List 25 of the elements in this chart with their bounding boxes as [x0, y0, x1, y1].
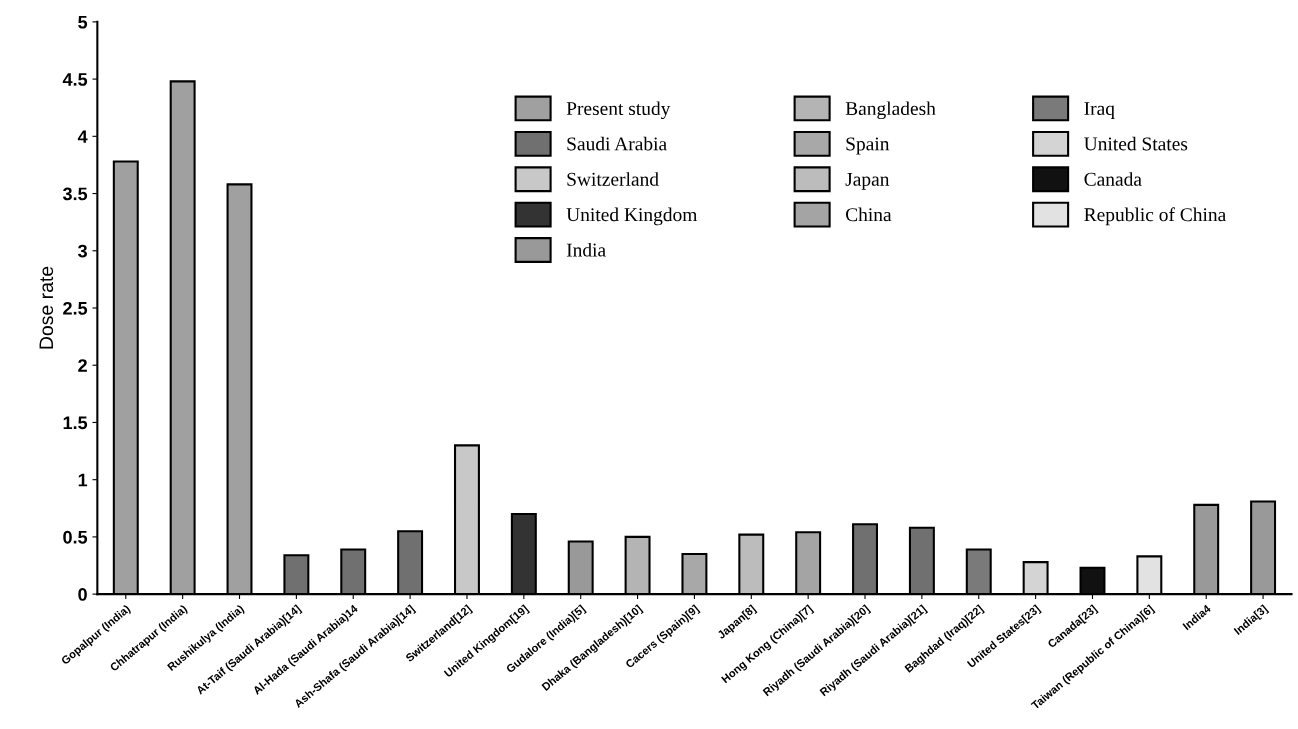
legend-label: Spain: [846, 137, 890, 155]
legend-label: India: [566, 242, 606, 257]
legend-label: Japan: [845, 172, 890, 190]
legend-label: United States: [1084, 136, 1188, 151]
y-tick-label: 2.5: [63, 301, 88, 315]
y-axis-title: Dose rate: [39, 266, 54, 349]
legend-label: Republic of China: [1084, 207, 1226, 226]
legend-label: Bangladesh: [845, 101, 936, 120]
y-tick-label: 3.5: [62, 187, 88, 201]
y-tick-label: 1.5: [63, 416, 88, 430]
y-tick-label: 4.5: [62, 73, 88, 86]
y-tick-label: 2: [78, 359, 87, 372]
legend-label: Iraq: [1084, 102, 1115, 120]
legend-label: Switzerland: [567, 172, 659, 186]
legend-label: United Kingdom: [566, 207, 698, 226]
y-tick-label: 0: [78, 588, 87, 601]
legend-label: China: [845, 207, 892, 222]
y-tick-label: 1: [78, 473, 88, 487]
y-tick-label: 5: [78, 15, 88, 29]
legend-label: Saudi Arabia: [567, 136, 667, 151]
legend-label: Canada: [1084, 172, 1142, 186]
y-tick-label: 3: [78, 244, 87, 258]
legend-label: Present study: [566, 101, 671, 120]
y-tick-label: 0.5: [63, 530, 88, 544]
y-tick-label: 4: [77, 130, 88, 143]
